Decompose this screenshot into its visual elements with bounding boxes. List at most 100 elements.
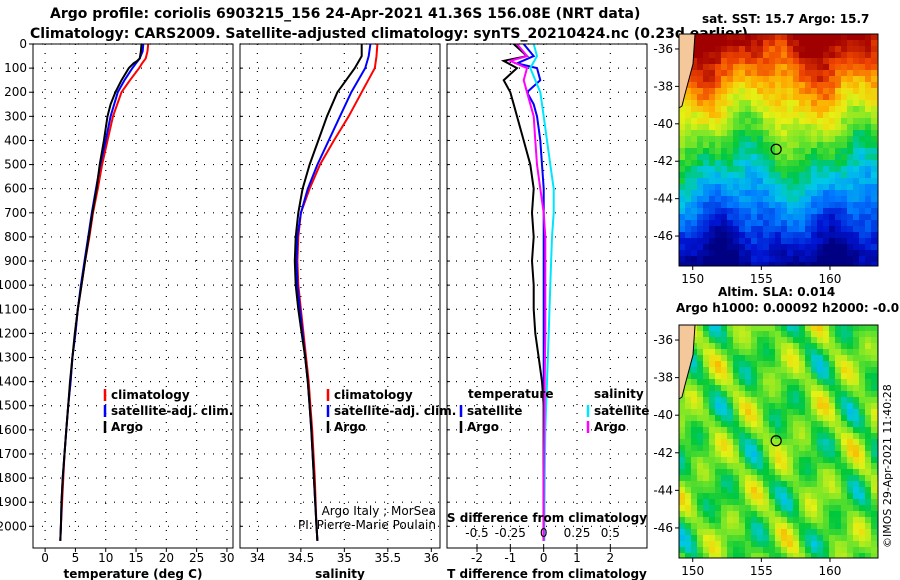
sst-field-cell <box>799 202 806 209</box>
sst-field-cell <box>829 256 836 263</box>
sla-field-cell <box>763 349 770 356</box>
sst-field-cell <box>739 172 746 179</box>
sst-field-cell <box>793 238 800 245</box>
sla-field-cell <box>733 439 740 446</box>
sla-field-cell <box>775 523 782 530</box>
sla-field-cell <box>697 457 704 464</box>
sla-field-cell <box>703 385 710 392</box>
sla-field-cell <box>835 511 842 518</box>
sla-field-cell <box>829 325 836 332</box>
sla-field-cell <box>715 391 722 398</box>
sst-field-cell <box>817 166 824 173</box>
sst-field-cell <box>679 262 686 267</box>
sla-field-cell <box>859 457 866 464</box>
sla-field-cell <box>823 373 830 380</box>
sla-field-cell <box>871 415 878 422</box>
sst-field-cell <box>751 256 758 263</box>
sla-field-cell <box>757 445 764 452</box>
sst-field-cell <box>793 184 800 191</box>
sla-field-cell <box>841 541 848 548</box>
sst-field-cell <box>829 184 836 191</box>
sst-field-cell <box>703 148 710 155</box>
sst-field-cell <box>715 178 722 185</box>
sla-field-cell <box>853 445 860 452</box>
sst-field-cell <box>763 160 770 167</box>
sst-field-cell <box>703 202 710 209</box>
sla-field-cell <box>841 499 848 506</box>
sst-field-cell <box>751 94 758 101</box>
sst-field-cell <box>853 262 860 267</box>
sst-field-cell <box>709 70 716 77</box>
sla-field-cell <box>751 517 758 524</box>
sla-field-cell <box>769 451 776 458</box>
sst-field-cell <box>853 40 860 47</box>
sst-field-cell <box>727 226 734 233</box>
sla-field-cell <box>763 517 770 524</box>
sla-field-cell <box>793 469 800 476</box>
sst-field-cell <box>817 196 824 203</box>
sst-field-cell <box>859 76 866 83</box>
sst-field-cell <box>739 64 746 71</box>
sla-field-cell <box>847 439 854 446</box>
sla-field-cell <box>811 457 818 464</box>
sla-field-cell <box>853 535 860 542</box>
sst-field-cell <box>703 220 710 227</box>
sla-field-cell <box>859 385 866 392</box>
sst-field-cell <box>841 76 848 83</box>
sst-field-cell <box>799 40 806 47</box>
sst-field-cell <box>691 142 698 149</box>
sst-field-cell <box>781 70 788 77</box>
sst-field-cell <box>709 142 716 149</box>
sst-field-cell <box>829 58 836 65</box>
sla-field-cell <box>739 421 746 428</box>
sst-field-cell <box>835 166 842 173</box>
sst-field-cell <box>721 184 728 191</box>
plot-frame <box>32 43 234 549</box>
sst-field-cell <box>703 118 710 125</box>
sla-field-cell <box>727 337 734 344</box>
sla-field-cell <box>691 361 698 368</box>
sla-field-cell <box>769 349 776 356</box>
sla-field-cell <box>697 511 704 518</box>
sla-field-cell <box>853 421 860 428</box>
sla-field-cell <box>727 415 734 422</box>
sst-field-cell <box>871 64 878 71</box>
sst-field-cell <box>847 94 854 101</box>
sst-field-cell <box>811 166 818 173</box>
sst-field-cell <box>781 178 788 185</box>
sst-field-cell <box>871 262 878 267</box>
sst-field-cell <box>709 166 716 173</box>
sla-field-cell <box>703 451 710 458</box>
sla-field-cell <box>757 415 764 422</box>
sst-field-cell <box>835 124 842 131</box>
sla-field-cell <box>769 535 776 542</box>
sst-field-cell <box>685 172 692 179</box>
sst-field-cells <box>679 34 879 267</box>
sla-field-cell <box>847 367 854 374</box>
sst-field-cell <box>871 52 878 59</box>
sst-field-cell <box>745 70 752 77</box>
sla-field-cell <box>751 499 758 506</box>
sst-field-cell <box>691 244 698 251</box>
sst-field-cell <box>697 190 704 197</box>
sst-field-cell <box>847 220 854 227</box>
sla-field-cell <box>709 487 716 494</box>
sla-field-cell <box>805 475 812 482</box>
sla-field-cell <box>859 415 866 422</box>
x-tick-label: 2 <box>607 551 615 565</box>
sst-field-cell <box>757 154 764 161</box>
sla-field-cell <box>829 397 836 404</box>
sla-field-cell <box>709 373 716 380</box>
sst-field-cell <box>853 256 860 263</box>
sst-field-cell <box>727 136 734 143</box>
sst-field-cell <box>697 142 704 149</box>
sla-field-cell <box>757 385 764 392</box>
sst-field-cell <box>745 232 752 239</box>
sla-field-cell <box>691 373 698 380</box>
sst-field-cell <box>805 256 812 263</box>
sla-field-cell <box>829 511 836 518</box>
sla-field-cell <box>697 553 704 559</box>
sst-field-cell <box>817 40 824 47</box>
sla-field-cell <box>823 331 830 338</box>
sla-field-cell <box>805 409 812 416</box>
